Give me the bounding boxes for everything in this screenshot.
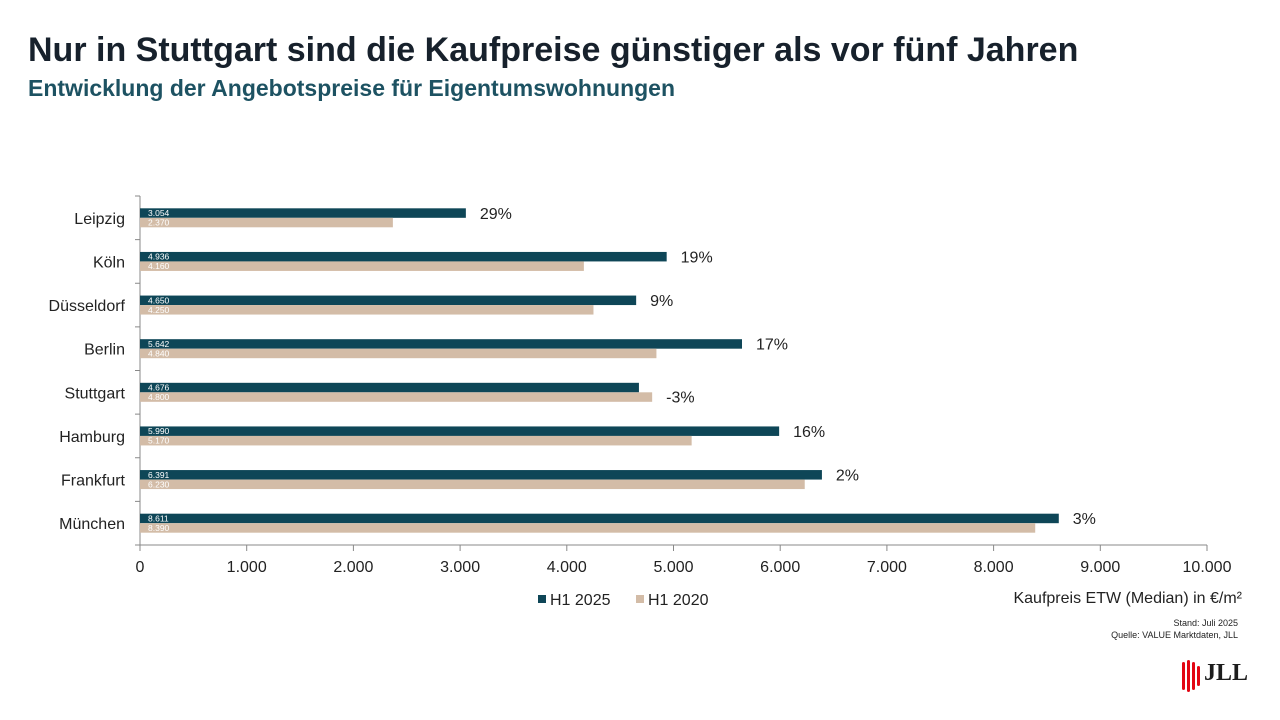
bar-value-label: 5.642 [148,339,170,349]
legend-swatch [636,595,644,603]
footnote-source: Quelle: VALUE Marktdaten, JLL [1111,630,1238,640]
change-label: 16% [793,424,825,441]
bar-value-label: 4.936 [148,252,170,262]
x-tick-label: 4.000 [547,559,587,576]
page-subtitle: Entwicklung der Angebotspreise für Eigen… [28,75,676,101]
bar-value-label: 6.230 [148,479,170,489]
category-label-frankfurt: Frankfurt [61,473,126,490]
change-label: 19% [681,249,713,266]
x-tick-label: 9.000 [1080,559,1120,576]
bar-h1-2025 [140,513,1059,524]
category-label-düsseldorf: Düsseldorf [49,298,126,315]
jll-logo-icon [1182,660,1200,692]
category-label-stuttgart: Stuttgart [65,385,126,402]
bar-h1-2020 [140,217,393,228]
x-tick-label: 6.000 [760,559,800,576]
bar-h1-2025 [140,295,637,306]
x-tick-label: 0 [136,559,145,576]
x-tick-label: 1.000 [227,559,267,576]
bar-value-label: 6.391 [148,470,170,480]
logo-text: JLL [1204,660,1249,686]
bar-value-label: 8.390 [148,523,170,533]
bar-h1-2020 [140,435,692,446]
category-label-hamburg: Hamburg [59,429,125,446]
bar-h1-2025 [140,382,639,393]
x-axis-title: Kaufpreis ETW (Median) in €/m² [1013,590,1242,607]
bar-h1-2025 [140,208,466,218]
bar-h1-2020 [140,261,584,271]
bar-h1-2020 [140,348,657,359]
bar-value-label: 4.250 [148,305,170,315]
category-label-leipzig: Leipzig [74,211,125,228]
change-label: 17% [756,337,788,354]
bar-h1-2020 [140,523,1036,533]
change-label: 29% [480,206,512,223]
bar-value-label: 8.611 [148,513,169,523]
legend-swatch [538,595,546,603]
bar-value-label: 4.676 [148,383,170,393]
bar-h1-2025 [140,339,743,349]
legend-label: H1 2025 [550,592,611,609]
change-label: 9% [650,293,673,310]
x-tick-label: 8.000 [974,559,1014,576]
bar-h1-2025 [140,470,822,480]
x-tick-label: 2.000 [333,559,373,576]
change-label: 3% [1073,511,1096,528]
change-label: 2% [836,468,859,485]
bar-h1-2025 [140,426,780,436]
x-tick-label: 10.000 [1183,559,1232,576]
bar-value-label: 4.650 [148,295,170,305]
bar-value-label: 4.840 [148,348,170,358]
category-label-berlin: Berlin [84,342,125,359]
bar-value-label: 2.370 [148,218,170,228]
change-label: -3% [666,389,694,406]
bar-h1-2020 [140,479,805,490]
legend-label: H1 2020 [648,592,709,609]
x-tick-label: 7.000 [867,559,907,576]
bar-value-label: 5.170 [148,436,170,446]
x-tick-label: 5.000 [653,559,693,576]
category-label-münchen: München [59,516,125,533]
category-label-köln: Köln [93,254,125,271]
bar-value-label: 5.990 [148,426,170,436]
bar-value-label: 4.160 [148,261,170,271]
bar-value-label: 4.800 [148,392,170,402]
bar-h1-2020 [140,392,653,402]
page-title: Nur in Stuttgart sind die Kaufpreise gün… [28,31,1079,69]
footnote-stand: Stand: Juli 2025 [1173,618,1238,628]
bar-h1-2025 [140,251,667,262]
bar-value-label: 3.054 [148,208,170,218]
bar-h1-2020 [140,305,594,315]
x-tick-label: 3.000 [440,559,480,576]
